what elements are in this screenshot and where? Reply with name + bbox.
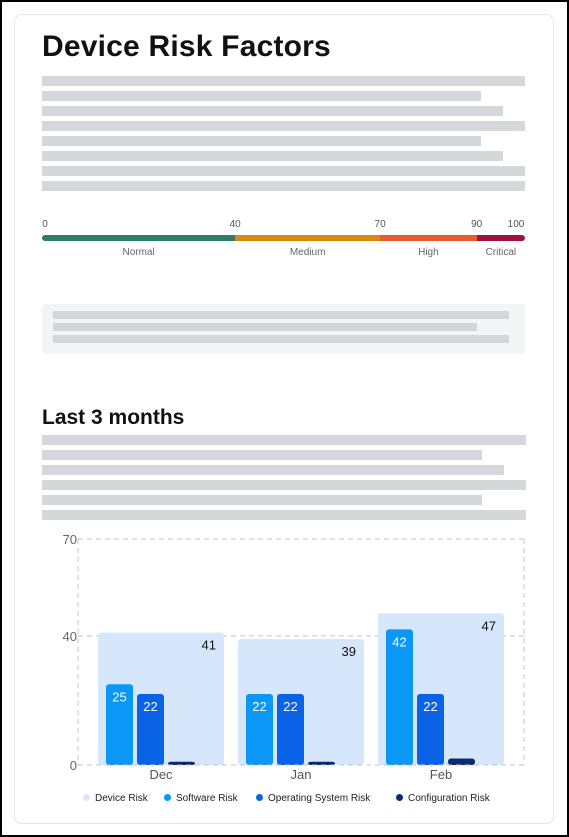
redacted-text-line <box>42 495 482 505</box>
bar-software-risk <box>386 629 413 765</box>
legend-item: Software Risk <box>164 793 238 804</box>
data-label-software-risk: 25 <box>112 689 126 704</box>
bar-software-risk <box>106 684 133 765</box>
risk-band-label: High <box>418 247 439 258</box>
bar-operating-system-risk <box>137 693 164 765</box>
bar-software-risk <box>246 693 273 765</box>
info-notice <box>42 304 525 354</box>
chart-legend: Device Risk Software Risk Operating System… <box>0 793 569 809</box>
y-tick-label: 70 <box>63 532 77 547</box>
bar-configuration-risk <box>448 758 475 765</box>
risk-band-medium <box>235 235 381 241</box>
risk-scale-tick: 100 <box>507 219 525 230</box>
redacted-text-line <box>42 450 482 460</box>
redacted-text-line <box>42 76 525 86</box>
data-label-software-risk: 22 <box>252 699 266 714</box>
risk-scale-tick: 0 <box>42 219 48 230</box>
risk-scale-tick: 40 <box>229 219 241 230</box>
data-label-device-risk: 47 <box>482 618 496 633</box>
data-label-software-risk: 42 <box>392 634 406 649</box>
redacted-text-line <box>42 121 525 131</box>
legend-item: Device Risk <box>83 793 148 804</box>
redacted-text-line <box>42 435 526 445</box>
risk-scale-tick: 70 <box>374 219 386 230</box>
data-label-device-risk: 41 <box>202 638 216 653</box>
redacted-text-line <box>42 151 503 161</box>
redacted-text-line <box>42 181 525 191</box>
data-label-device-risk: 39 <box>342 644 356 659</box>
data-label-operating-system-risk: 22 <box>423 699 437 714</box>
redacted-text-line <box>53 323 477 331</box>
data-label-operating-system-risk: 22 <box>143 699 157 714</box>
risk-band-label: Normal <box>122 247 155 258</box>
redacted-text-line <box>42 136 481 146</box>
legend-label: Device Risk <box>95 793 148 804</box>
legend-item: Configuration Risk <box>396 793 490 804</box>
x-tick-label: Jan <box>291 767 312 782</box>
redacted-text-line <box>42 465 504 475</box>
risk-band-critical <box>476 235 525 241</box>
redacted-text-line <box>53 335 509 343</box>
bar-configuration-risk <box>168 761 195 765</box>
y-tick-label: 40 <box>63 629 77 644</box>
legend-label: Operating System Risk <box>268 793 371 804</box>
legend-dot-icon <box>396 793 403 801</box>
redacted-text-line <box>42 166 525 176</box>
legend-dot-icon <box>83 793 90 801</box>
risk-band-high <box>380 235 477 241</box>
bar-operating-system-risk <box>277 693 304 765</box>
redacted-text-line <box>42 106 503 116</box>
legend-dot-icon <box>164 793 171 801</box>
section-title: Last 3 months <box>42 406 185 429</box>
bar-configuration-risk <box>308 761 335 765</box>
risk-band-label: Critical <box>485 247 517 258</box>
redacted-text-line <box>53 311 509 319</box>
x-tick-label: Feb <box>430 767 452 782</box>
legend-label: Configuration Risk <box>408 793 490 804</box>
legend-dot-icon <box>256 793 263 801</box>
data-label-operating-system-risk: 22 <box>283 699 297 714</box>
legend-label: Software Risk <box>176 793 238 804</box>
page-title: Device Risk Factors <box>42 30 331 63</box>
bar-operating-system-risk <box>417 693 444 765</box>
y-tick-label: 0 <box>70 758 77 773</box>
x-tick-label: Dec <box>149 767 173 782</box>
legend-item: Operating System Risk <box>256 793 370 804</box>
risk-band-label: Medium <box>289 247 326 258</box>
risk-scale-tick: 90 <box>471 219 483 230</box>
redacted-text-line <box>42 510 526 520</box>
risk-band-normal <box>42 235 236 241</box>
redacted-text-line <box>42 91 481 101</box>
redacted-text-line <box>42 480 526 490</box>
